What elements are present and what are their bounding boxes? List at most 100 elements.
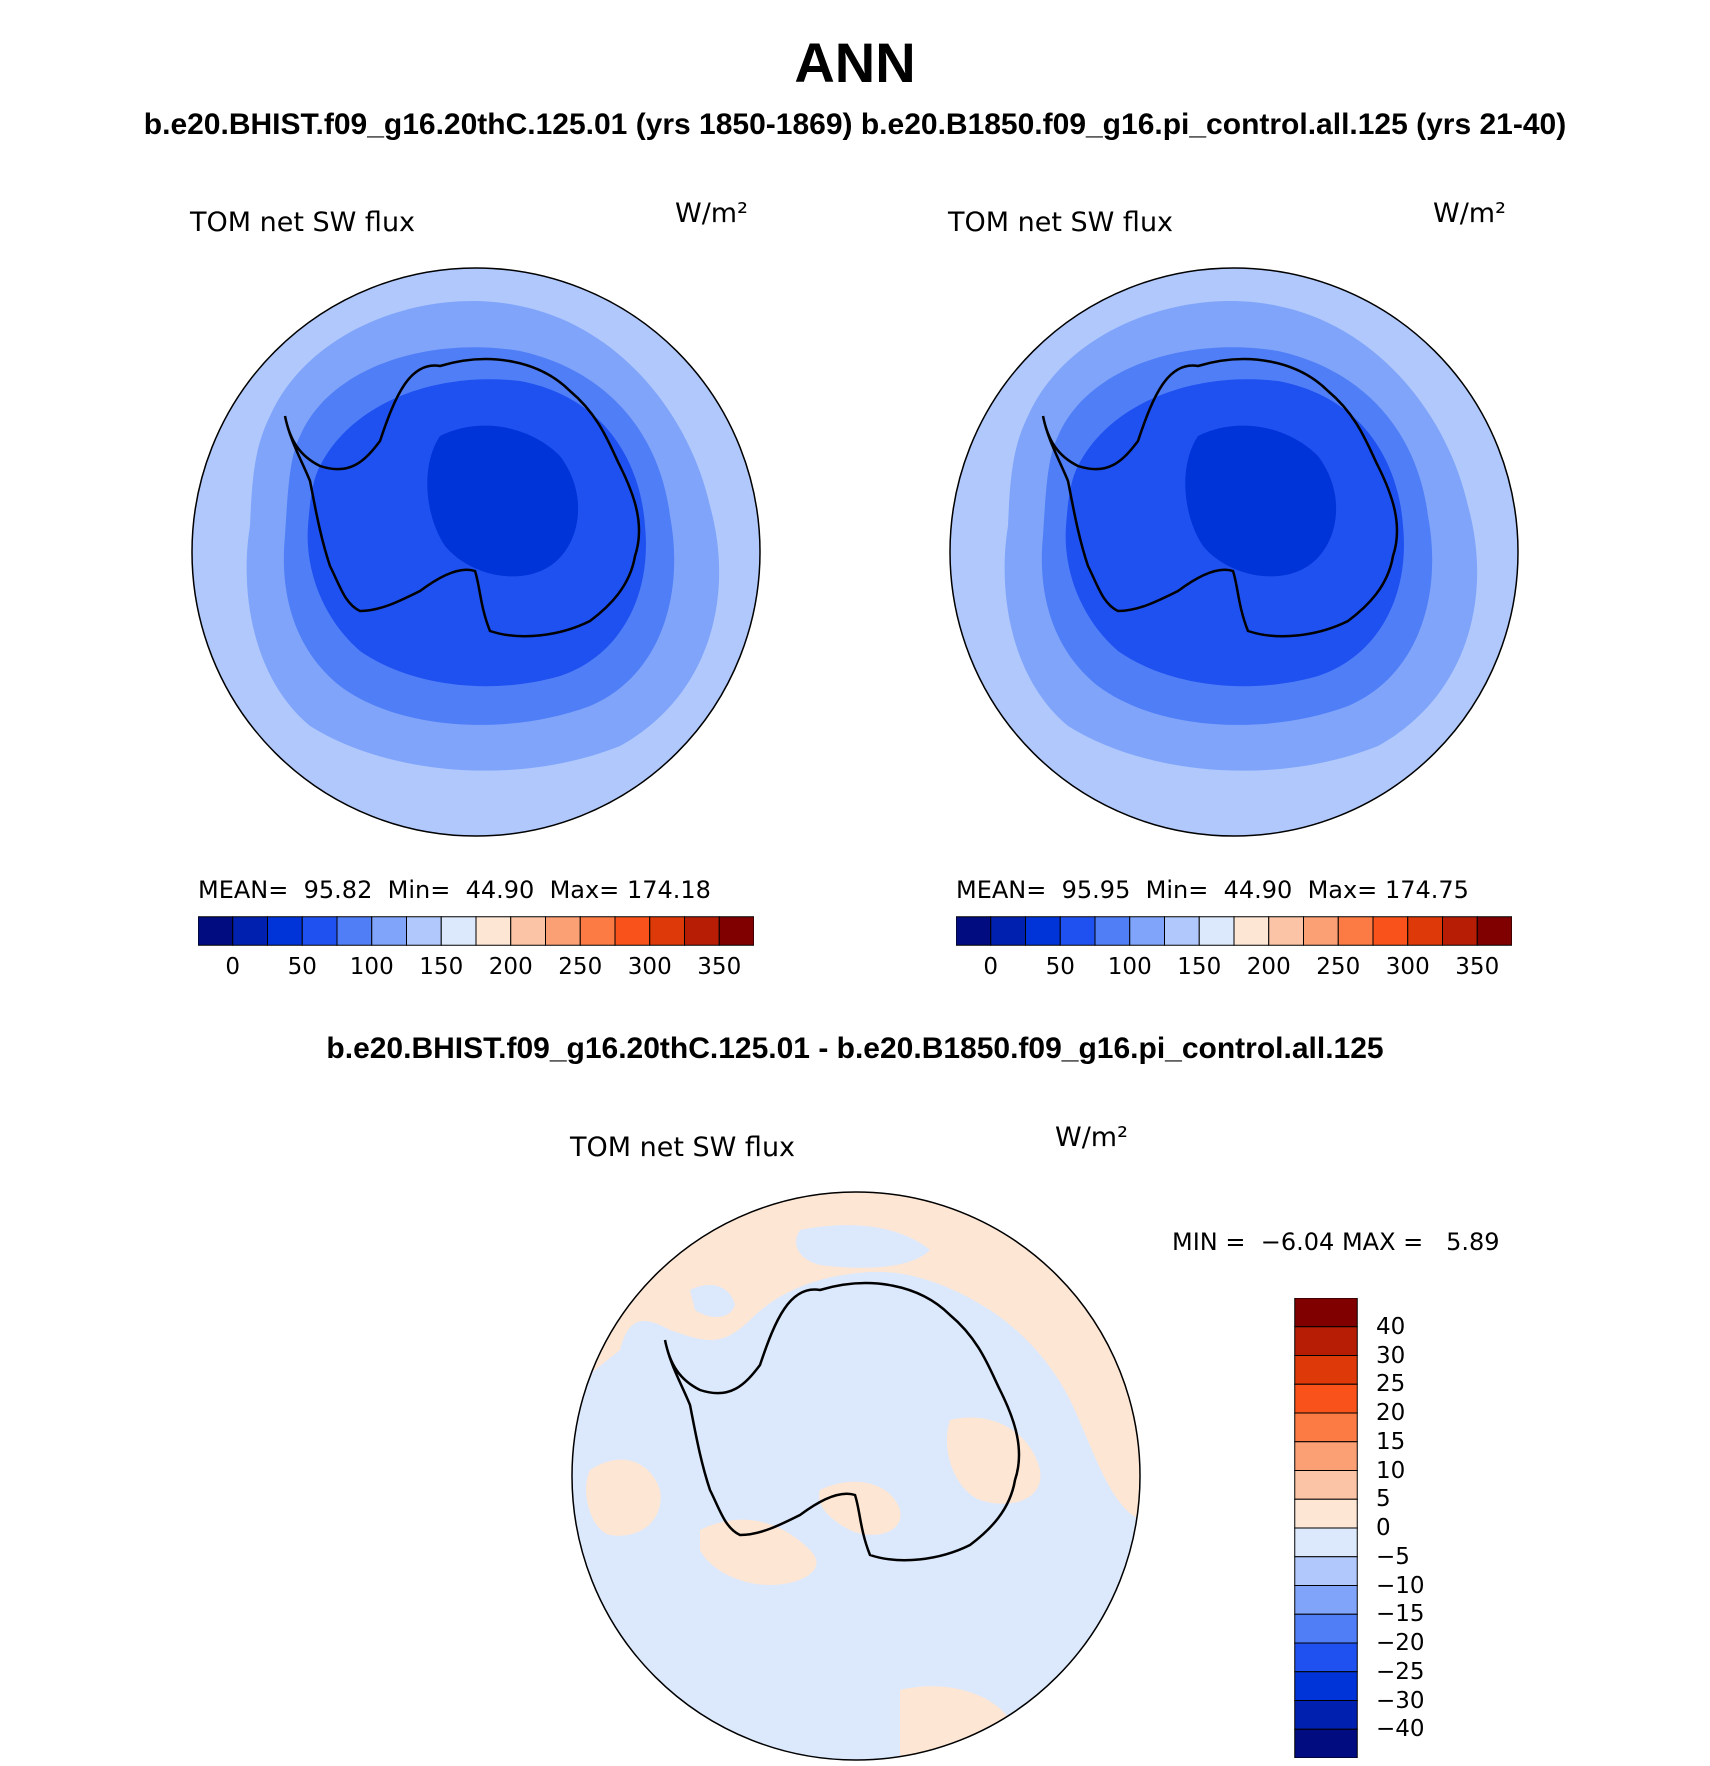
difference-polar-map — [571, 1191, 1141, 1761]
difference-colorbar-tick-label: −10 — [1376, 1572, 1425, 1599]
difference-colorbar-tick-label: −40 — [1376, 1716, 1425, 1743]
difference-colorbar-swatch — [1294, 1527, 1358, 1558]
panel1-colorbar-swatch — [579, 916, 616, 946]
panel2-colorbar-ticks: 0 50 100 150 200 250 300 350 — [956, 954, 1512, 984]
difference-colorbar-tick-label: 15 — [1376, 1428, 1406, 1455]
panel2-colorbar-swatch — [1129, 916, 1165, 946]
difference-colorbar-tick-label: −20 — [1376, 1630, 1425, 1656]
panel2-colorbar-tick-label: 0 — [983, 954, 999, 980]
panel1-colorbar-tick-label: 0 — [225, 954, 241, 980]
panel1-colorbar-swatch — [718, 916, 754, 946]
difference-colorbar-swatch — [1294, 1470, 1358, 1500]
panel2-colorbar-swatch — [1372, 916, 1409, 946]
difference-colorbar-tick-label: −5 — [1376, 1543, 1410, 1570]
panel1-colorbar-tick-label: 350 — [697, 954, 742, 980]
panel1-colorbar-swatch — [198, 916, 234, 946]
panel2-colorbar-swatch — [1303, 916, 1339, 946]
difference-max-value: 5.89 — [1446, 1228, 1500, 1256]
difference-colorbar-swatch — [1294, 1613, 1358, 1644]
panel2-colorbar-tick-label: 250 — [1316, 954, 1361, 980]
panel1-colorbar-swatch — [406, 916, 442, 946]
panel1-colorbar-swatch — [440, 916, 477, 946]
difference-positive-region-north — [572, 1192, 1140, 1520]
panel1-colorbar-tick-label: 150 — [419, 954, 464, 980]
difference-colorbar-swatch — [1294, 1498, 1358, 1529]
panel1-polar-map — [191, 267, 761, 837]
panel1-coastline — [283, 357, 641, 638]
difference-max-label: MAX = — [1341, 1228, 1424, 1256]
panel2-colorbar-tick-label: 50 — [1045, 954, 1075, 980]
difference-colorbar-tick-label: 10 — [1376, 1457, 1406, 1484]
panel1-colorbar-swatch — [336, 916, 373, 946]
panel2-colorbar-swatch — [956, 916, 992, 946]
panel1-max-value: 174.18 — [626, 876, 711, 904]
panel1-colorbar-swatch — [371, 916, 407, 946]
difference-coastline — [663, 1281, 1021, 1562]
panel2-stats: MEAN= 95.95 Min= 44.90 Max= 174.75 — [956, 876, 1469, 904]
panel1-colorbar-swatch — [614, 916, 651, 946]
difference-min-label: MIN = — [1172, 1228, 1246, 1256]
panel2-colorbar-tick-label: 350 — [1455, 954, 1500, 980]
difference-positive-patch-2 — [700, 1519, 817, 1585]
panel2-colorbar-swatch — [1025, 916, 1061, 946]
panel1-colorbar-swatch — [267, 916, 303, 946]
difference-negative-patch-2 — [690, 1285, 735, 1317]
panel2-min-label: Min= — [1145, 876, 1209, 904]
difference-colorbar-swatch — [1294, 1585, 1358, 1615]
difference-colorbar-tick-label: −25 — [1376, 1658, 1425, 1685]
panel1-variable-label: TOM net SW flux — [190, 207, 416, 238]
panel2-colorbar-swatch — [1233, 916, 1270, 946]
difference-min-value: −6.04 — [1260, 1228, 1335, 1256]
panel2-colorbar-tick-label: 300 — [1385, 954, 1430, 980]
difference-variable-label: TOM net SW flux — [570, 1132, 796, 1163]
panel1-colorbar-swatch — [649, 916, 685, 946]
panel1-colorbar-swatch — [684, 916, 720, 946]
difference-colorbar-tick-label: 0 — [1376, 1515, 1391, 1541]
difference-colorbar-tick-label: 30 — [1376, 1342, 1406, 1369]
panel1-min-label: Min= — [387, 876, 451, 904]
panel1-colorbar-swatch — [545, 916, 581, 946]
panel2-mean-value: 95.95 — [1061, 876, 1131, 904]
difference-units-label: W/m² — [1055, 1122, 1128, 1153]
panel2-mean-label: MEAN= — [956, 876, 1047, 904]
panel1-colorbar-tick-label: 100 — [349, 954, 394, 980]
panel2-colorbar-swatch — [990, 916, 1026, 946]
difference-stats: MIN = −6.04 MAX = 5.89 — [1172, 1228, 1500, 1256]
difference-colorbar-swatch — [1294, 1383, 1358, 1414]
panel2-colorbar-tick-label: 150 — [1177, 954, 1222, 980]
difference-colorbar-tick-label: −30 — [1376, 1687, 1425, 1714]
panel2-units-label: W/m² — [1433, 198, 1506, 229]
difference-colorbar-swatch — [1294, 1700, 1358, 1730]
panel1-colorbar-ticks: 0 50 100 150 200 250 300 350 — [198, 954, 754, 984]
panel2-max-value: 174.75 — [1384, 876, 1469, 904]
panel2-colorbar-swatch — [1337, 916, 1374, 946]
panel2-colorbar-swatch — [1164, 916, 1200, 946]
difference-colorbar-tick-label: 40 — [1376, 1313, 1406, 1340]
difference-colorbar-swatch — [1294, 1441, 1358, 1471]
panel1-mean-label: MEAN= — [198, 876, 289, 904]
difference-colorbar-tick-label: 20 — [1376, 1400, 1406, 1426]
difference-colorbar-tick-label: 5 — [1376, 1486, 1391, 1513]
panel1-colorbar-tick-label: 250 — [558, 954, 603, 980]
difference-colorbar — [1294, 1298, 1358, 1758]
difference-colorbar-swatch — [1294, 1355, 1358, 1385]
panel1-colorbar-tick-label: 300 — [627, 954, 672, 980]
panel1-min-value: 44.90 — [465, 876, 535, 904]
panel2-colorbar-swatch — [1094, 916, 1131, 946]
difference-colorbar-swatch — [1294, 1326, 1358, 1356]
panel2-colorbar — [956, 916, 1512, 946]
difference-colorbar-swatch — [1294, 1671, 1358, 1701]
panel2-min-value: 44.90 — [1223, 876, 1293, 904]
panel1-colorbar-tick-label: 200 — [488, 954, 533, 980]
difference-negative-patch-1 — [796, 1225, 930, 1268]
panel2-colorbar-swatch — [1268, 916, 1304, 946]
difference-colorbar-swatch — [1294, 1642, 1358, 1673]
panel2-colorbar-tick-label: 200 — [1246, 954, 1291, 980]
panel1-colorbar-tick-label: 50 — [287, 954, 317, 980]
panel1-units-label: W/m² — [675, 198, 748, 229]
panel2-colorbar-tick-label: 100 — [1107, 954, 1152, 980]
panel2-colorbar-swatch — [1059, 916, 1096, 946]
panel1-max-label: Max= — [549, 876, 620, 904]
panel1-mean-value: 95.82 — [303, 876, 373, 904]
panel2-variable-label: TOM net SW flux — [948, 207, 1174, 238]
